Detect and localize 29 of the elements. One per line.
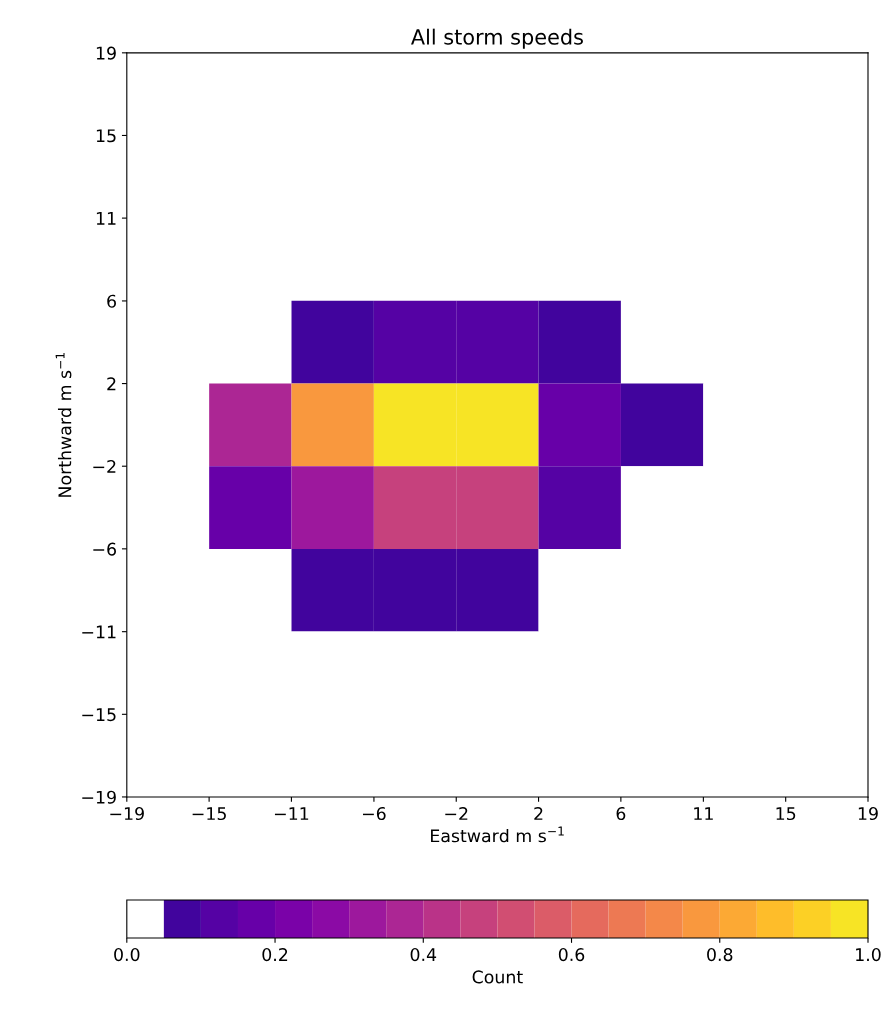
y-tick-label: 15 (96, 129, 116, 143)
x-tick-label: 6 (616, 806, 626, 821)
y-tick-label: 11 (96, 212, 116, 225)
x-tick-label: −15 (192, 807, 226, 821)
x-tick-label: 11 (694, 807, 713, 820)
color-bar-label: 0.8 (707, 948, 733, 962)
x-axis-title: Eastward m s$^{−1}$ (431, 826, 564, 843)
x-tick-label: 19 (858, 806, 878, 821)
y-tick-label: 2 (107, 377, 116, 391)
x-tick-label: −2 (445, 806, 468, 820)
x-tick-label: 15 (776, 807, 796, 821)
y-tick-label: 19 (96, 46, 116, 60)
color-bar-label: 0.6 (558, 948, 585, 962)
x-tick-label: −6 (362, 806, 386, 821)
color-bar-label: 0.0 (114, 948, 140, 962)
y-tick-label: −2 (93, 459, 116, 473)
y-axis-title: Northward m s$^{−1}$ (55, 353, 72, 497)
color-bar-label: 0.2 (262, 948, 288, 962)
y-tick-label: −6 (93, 542, 116, 556)
color-bar-label: 0.4 (410, 948, 437, 962)
color-bar-label: 1.0 (856, 948, 881, 962)
color-bar-title: Count (472, 970, 523, 984)
x-tick-label: −11 (274, 807, 309, 820)
y-tick-label: 6 (107, 294, 116, 308)
chart-title: All storm speeds (411, 28, 583, 49)
y-tick-label: −15 (82, 708, 116, 722)
x-tick-label: 2 (534, 806, 543, 820)
y-tick-label: −19 (82, 790, 116, 804)
y-tick-label: −11 (82, 625, 116, 639)
